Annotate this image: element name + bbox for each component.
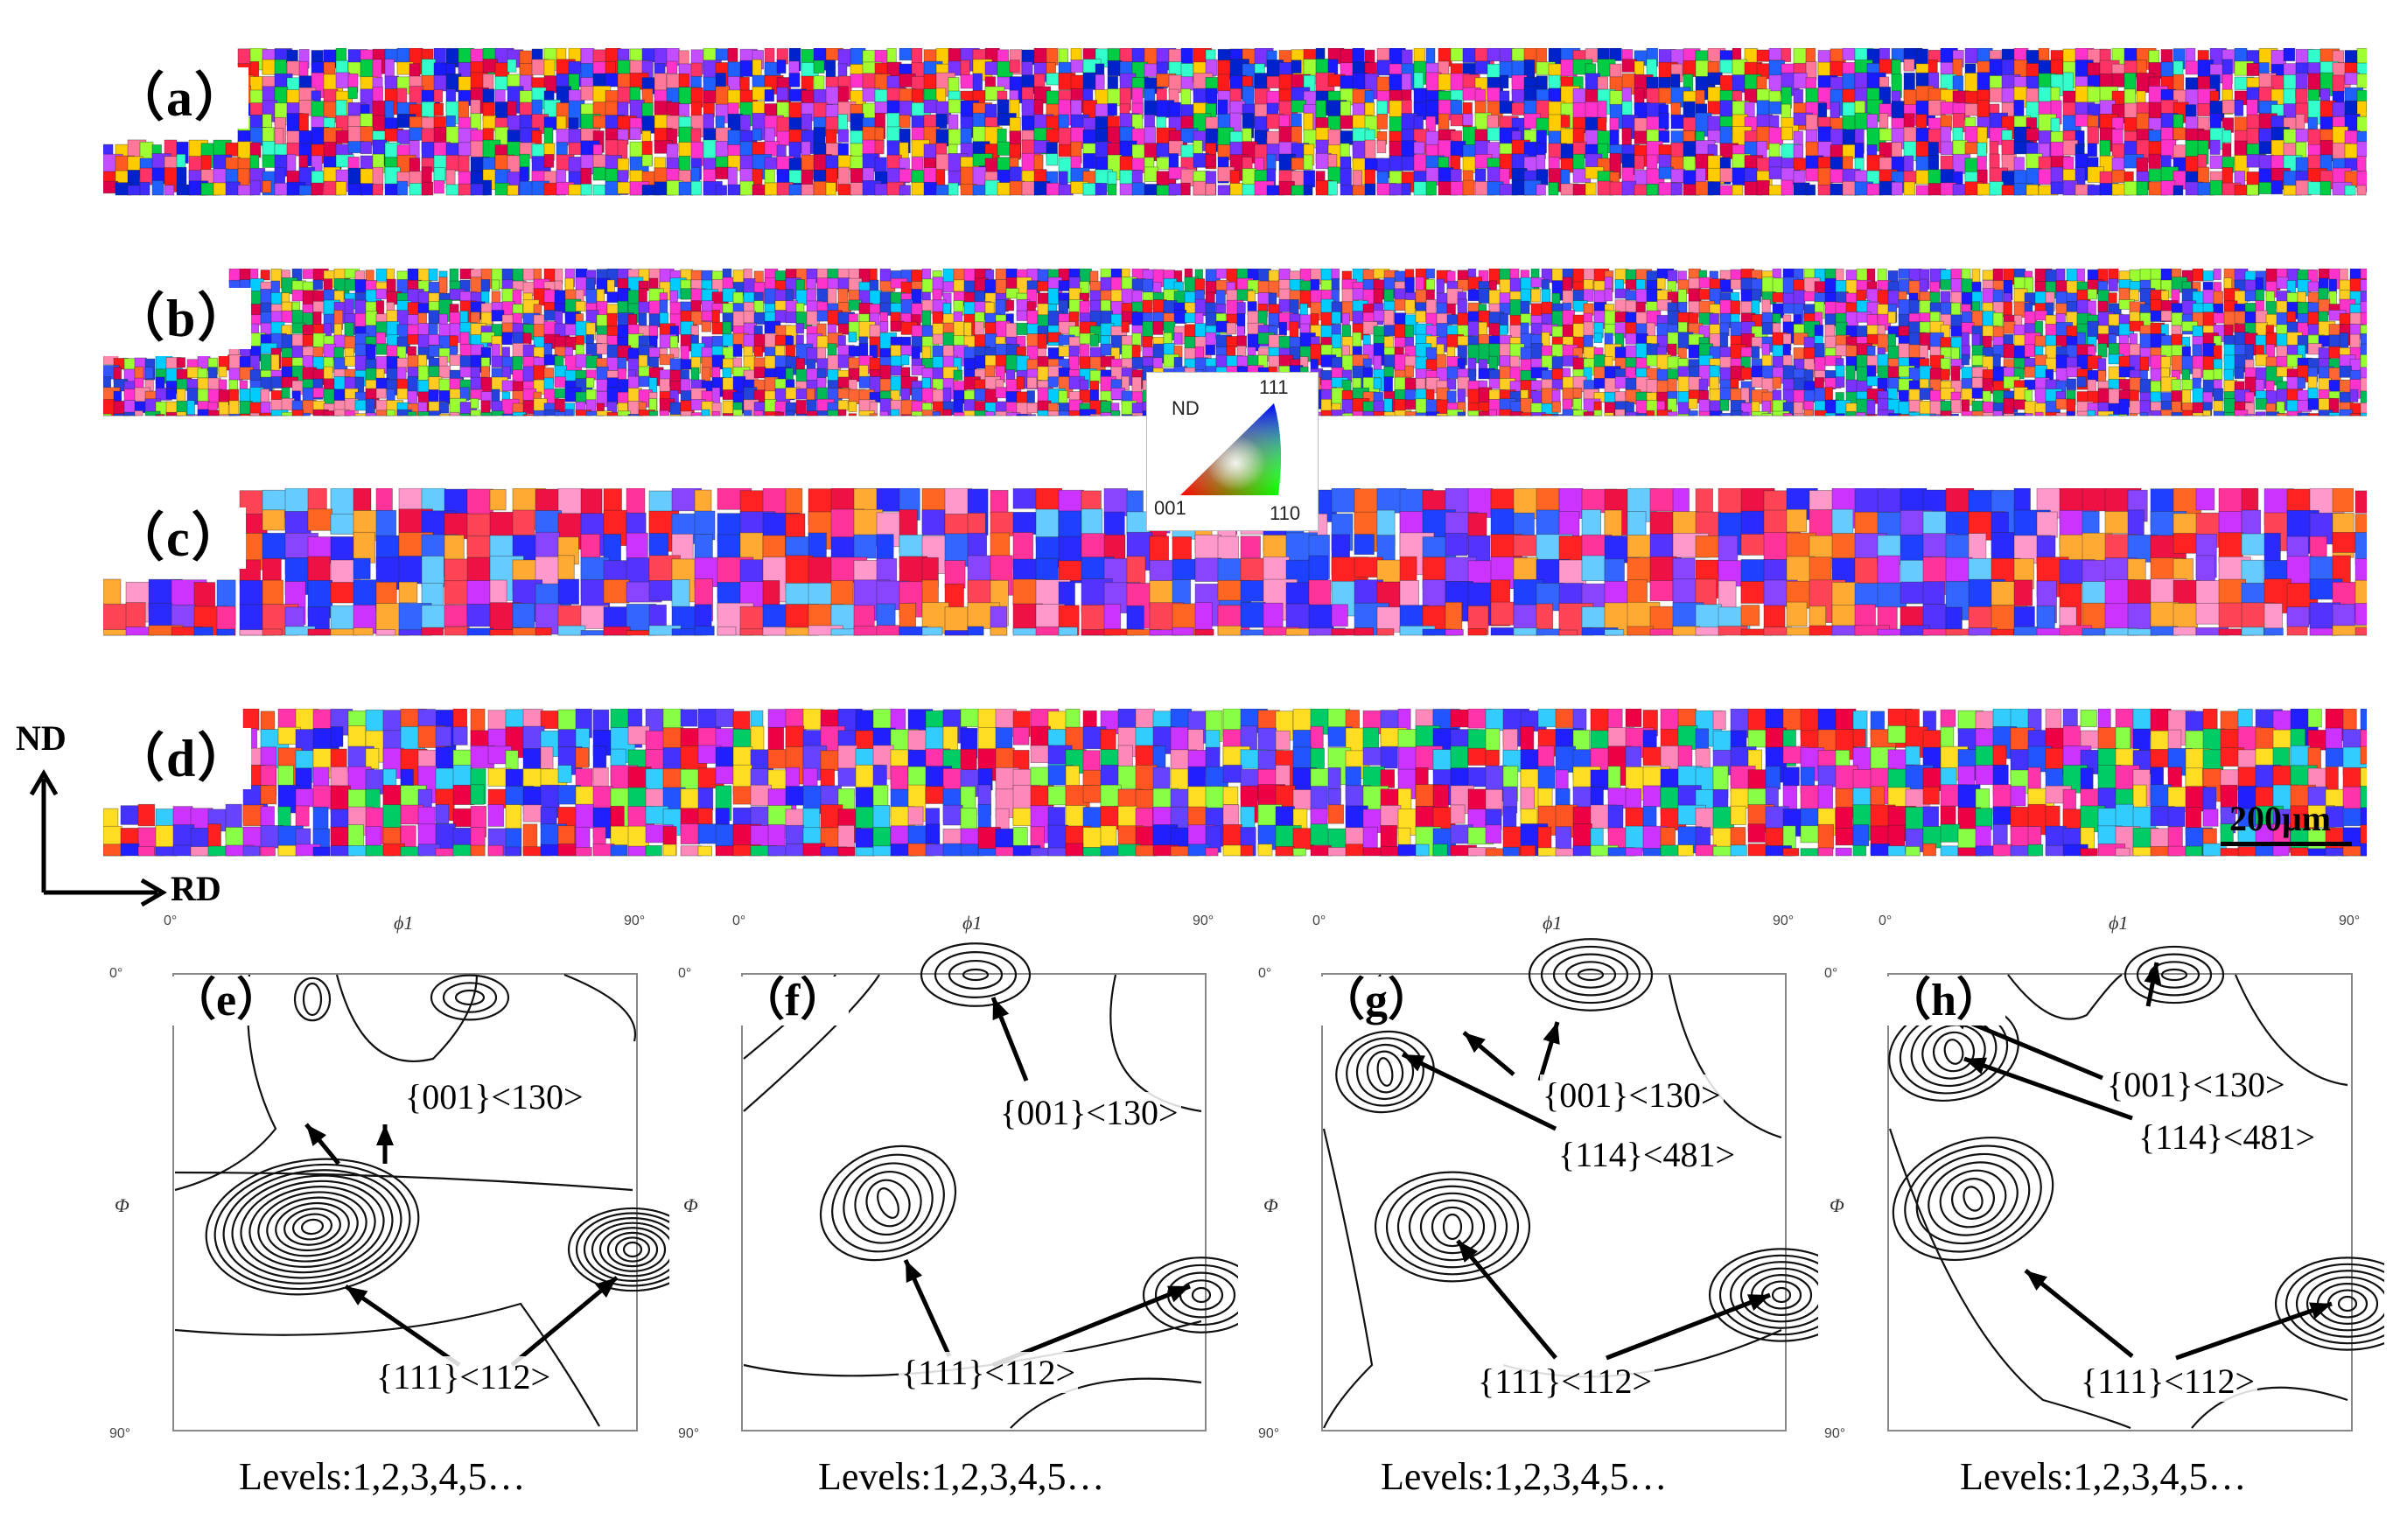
ebsd-map-c: （c） <box>0 488 2393 637</box>
tick-phi1-90: 90° <box>624 914 646 928</box>
nd-rd-axes <box>29 769 167 907</box>
ipf-direction-label: ND <box>1172 397 1200 419</box>
panel-letter: （g） <box>1316 976 1438 1026</box>
tick-Phi-0: 0° <box>678 966 692 981</box>
levels-caption: Levels:1,2,3,4,5… <box>1381 1455 1668 1498</box>
tick-phi1-90: 90° <box>1193 914 1214 928</box>
tick-Phi-90: 90° <box>109 1426 131 1441</box>
tick-phi1-90: 90° <box>2339 914 2361 928</box>
tick-Phi-0: 0° <box>109 966 123 981</box>
odf-panel-g: 0° ϕ1 90° 0° Φ 90° （g） {001}<130> {114}<… <box>1258 910 1818 1540</box>
rd-axis-label: RD <box>171 869 221 908</box>
grain-map <box>0 488 2393 637</box>
levels-caption: Levels:1,2,3,4,5… <box>818 1455 1105 1498</box>
phi1-axis-label: ϕ1 <box>1543 912 1563 934</box>
ipf-triangle <box>1180 403 1282 495</box>
ipf-corner-001: 001 <box>1154 497 1186 519</box>
tick-phi1-0: 0° <box>1879 914 1893 928</box>
scale-bar-label: 200μm <box>2229 799 2331 838</box>
texture-label-001-130: {001}<130> <box>1540 1074 1724 1116</box>
ebsd-map-d: （d） <box>0 709 2393 858</box>
Phi-axis-label: Φ <box>1830 1194 1844 1216</box>
texture-label-111-112: {111}<112> <box>1475 1361 1655 1402</box>
Phi-axis-label: Φ <box>1263 1194 1278 1216</box>
tick-phi1-0: 0° <box>1312 914 1326 928</box>
ipf-color-key: ND 111 001 110 <box>1146 372 1319 531</box>
odf-contours <box>174 973 669 1427</box>
odf-panel-e: 0° ϕ1 90° 0° Φ 90° （e） {001}<130> {111}<… <box>109 910 669 1540</box>
tick-phi1-0: 0° <box>164 914 178 928</box>
odf-panel-h: 0° ϕ1 90° 0° Φ 90° （h） {001}<130> {114}<… <box>1824 910 2384 1540</box>
map-label: （a） <box>112 67 248 129</box>
texture-label-111-112: {111}<112> <box>374 1356 554 1397</box>
tick-Phi-90: 90° <box>1258 1426 1280 1441</box>
Phi-axis-label: Φ <box>683 1194 698 1216</box>
texture-label-111-112: {111}<112> <box>2078 1361 2258 1402</box>
ipf-corner-110: 110 <box>1270 502 1301 524</box>
levels-caption: Levels:1,2,3,4,5… <box>239 1455 526 1498</box>
texture-label-111-112: {111}<112> <box>899 1352 1079 1393</box>
scale-bar <box>2221 842 2352 846</box>
panel-letter: （e） <box>167 976 286 1026</box>
odf-panel-f: 0° ϕ1 90° 0° Φ 90° （f） {001}<130> {111}<… <box>678 910 1238 1540</box>
Phi-axis-label: Φ <box>115 1194 129 1216</box>
tick-Phi-0: 0° <box>1258 966 1272 981</box>
tick-Phi-0: 0° <box>1824 966 1838 981</box>
levels-caption: Levels:1,2,3,4,5… <box>1960 1455 2247 1498</box>
phi1-axis-label: ϕ1 <box>962 912 983 934</box>
panel-letter: （h） <box>1882 976 2005 1026</box>
odf-contours <box>1322 938 1818 1429</box>
ipf-corner-111: 111 <box>1259 376 1289 398</box>
phi1-axis-label: ϕ1 <box>2109 912 2129 934</box>
texture-label-001-130: {001}<130> <box>402 1076 586 1117</box>
grain-map <box>0 709 2393 858</box>
tick-Phi-90: 90° <box>1824 1426 1846 1441</box>
grain-map <box>0 269 2393 417</box>
ebsd-map-a: （a） <box>0 48 2393 197</box>
texture-label-114-481: {114}<481> <box>2136 1116 2319 1158</box>
panel-letter: （f） <box>736 976 850 1026</box>
grain-map <box>0 48 2393 197</box>
texture-label-001-130: {001}<130> <box>2104 1064 2288 1105</box>
ebsd-map-b: （b） <box>0 269 2393 417</box>
nd-axis-label: ND <box>16 718 66 758</box>
map-label: （c） <box>112 508 246 569</box>
tick-phi1-90: 90° <box>1773 914 1795 928</box>
tick-phi1-0: 0° <box>732 914 746 928</box>
phi1-axis-label: ϕ1 <box>394 912 414 934</box>
map-label: （d） <box>112 728 252 789</box>
tick-Phi-90: 90° <box>678 1426 700 1441</box>
map-label: （b） <box>112 288 252 349</box>
texture-label-001-130: {001}<130> <box>997 1092 1181 1133</box>
texture-label-114-481: {114}<481> <box>1556 1134 1739 1175</box>
